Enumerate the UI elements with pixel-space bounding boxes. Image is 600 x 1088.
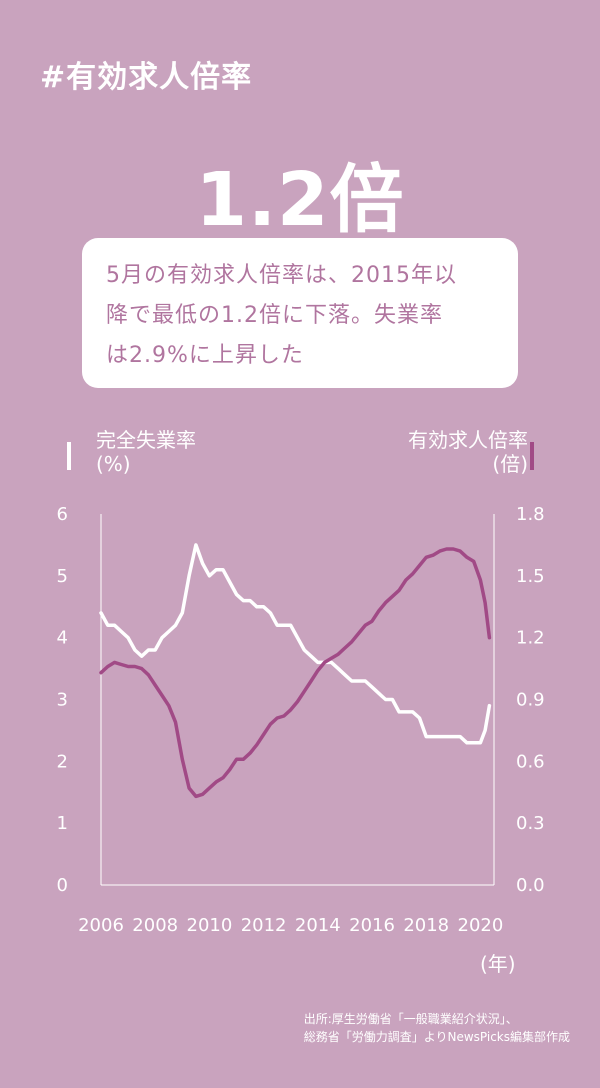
summary-card: 5月の有効求人倍率は、2015年以 降で最低の1.2倍に下落。失業率 は2.9%… — [82, 238, 518, 388]
y-right-tick-label: 1.5 — [516, 566, 545, 587]
y-left-tick-label: 0 — [57, 875, 68, 896]
legend-marker-unemployment — [67, 442, 71, 470]
source-line-2: 総務省「労働力調査」よりNewsPicks編集部作成 — [303, 1030, 570, 1044]
legend-unemployment-unit: (%) — [96, 452, 131, 476]
series-line-job-ratio — [99, 547, 492, 799]
y-right-tick-label: 0.0 — [516, 875, 545, 896]
y-left-tick-label: 5 — [57, 566, 68, 587]
legend-job-ratio: 有効求人倍率 (倍) — [408, 428, 576, 476]
y-right-tick-label: 1.8 — [516, 504, 545, 525]
x-axis-unit: (年) — [480, 952, 516, 976]
y-left-tick-label: 6 — [57, 504, 68, 525]
y-left-tick-label: 4 — [57, 628, 68, 649]
line-chart: 0 1 2 3 4 5 6 0.0 0.3 0.6 0.9 1.2 1.5 1.8 2006 2008 2010… — [57, 504, 545, 936]
y-left-tick-label: 2 — [57, 751, 68, 772]
x-tick-label: 2008 — [132, 915, 178, 936]
summary-line-1: 5月の有効求人倍率は、2015年以 — [106, 263, 457, 288]
x-tick-label: 2012 — [241, 915, 287, 936]
x-tick-label: 2010 — [187, 915, 233, 936]
y-right-tick-label: 0.3 — [516, 813, 545, 834]
headline-value: 1.2倍 — [195, 157, 405, 243]
legend-job-ratio-unit: (倍) — [492, 452, 528, 476]
y-left-tick-label: 3 — [57, 690, 68, 711]
hashtag-title: #有効求人倍率 — [40, 60, 253, 95]
summary-text: 5月の有効求人倍率は、2015年以 降で最低の1.2倍に下落。失業率 は2.9%… — [106, 256, 496, 376]
source-line-1: 出所:厚生労働省「一般職業紹介状況」、 — [303, 1012, 518, 1026]
x-tick-label: 2014 — [295, 915, 341, 936]
legend-marker-job-ratio — [530, 442, 534, 470]
summary-line-3: は2.9%に上昇した — [106, 343, 304, 368]
x-tick-label: 2020 — [458, 915, 504, 936]
summary-line-2: 降で最低の1.2倍に下落。失業率 — [106, 303, 443, 328]
series-line-unemployment — [99, 543, 492, 745]
y-left-tick-label: 1 — [57, 813, 68, 834]
y-right-tick-label: 0.6 — [516, 751, 545, 772]
source-note: 出所:厚生労働省「一般職業紹介状況」、 総務省「労働力調査」よりNewsPick… — [304, 1010, 570, 1046]
legend-job-ratio-label: 有効求人倍率 — [408, 428, 528, 452]
legend-unemployment-label: 完全失業率 — [96, 428, 196, 452]
x-tick-label: 2006 — [78, 915, 124, 936]
x-tick-label: 2016 — [349, 915, 395, 936]
x-tick-label: 2018 — [403, 915, 449, 936]
legend-unemployment: 完全失業率 (%) — [68, 428, 196, 476]
y-right-tick-label: 0.9 — [516, 690, 545, 711]
y-right-tick-label: 1.2 — [516, 628, 545, 649]
